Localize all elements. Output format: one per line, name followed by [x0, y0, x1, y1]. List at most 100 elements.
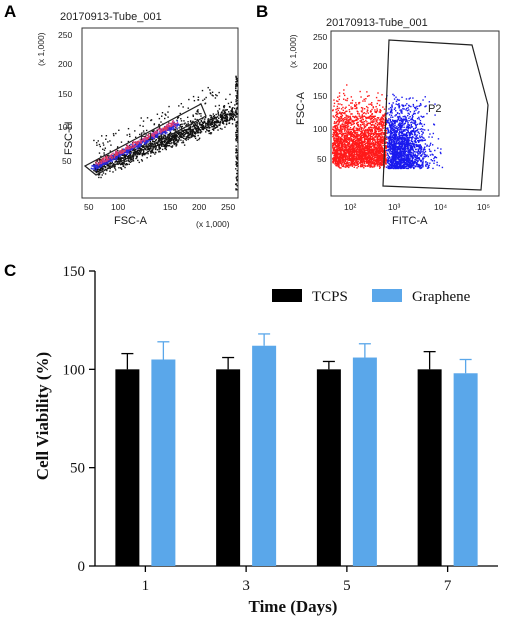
event-dot — [166, 126, 168, 128]
event-dot — [352, 136, 355, 139]
event-dot — [204, 121, 206, 124]
event-dot — [168, 133, 171, 135]
event-dot — [111, 154, 113, 157]
event-dot — [158, 145, 160, 148]
event-dot — [203, 126, 205, 128]
panel-a-xtick: 50 — [84, 202, 94, 212]
event-dot — [348, 131, 351, 134]
event-dot — [184, 133, 186, 136]
event-dot — [373, 149, 375, 152]
event-dot — [385, 141, 388, 143]
event-dot — [347, 141, 349, 144]
event-dot — [376, 139, 379, 141]
event-dot — [367, 116, 369, 119]
event-dot — [338, 143, 340, 145]
event-dot — [369, 144, 372, 146]
event-dot — [367, 122, 370, 125]
event-dot — [355, 145, 358, 148]
event-dot — [353, 150, 356, 152]
event-dot — [332, 148, 335, 151]
event-dot — [377, 147, 380, 149]
event-dot — [129, 161, 132, 163]
event-dot — [164, 147, 166, 150]
event-dot — [343, 142, 346, 144]
event-dot — [379, 149, 381, 151]
event-dot — [360, 140, 363, 142]
event-dot — [197, 126, 200, 129]
event-dot — [345, 144, 347, 146]
event-dot — [189, 125, 191, 127]
panel-a-letter: A — [4, 2, 16, 21]
event-dot — [351, 152, 354, 155]
event-dot — [210, 115, 213, 117]
event-dot — [354, 132, 356, 134]
event-dot — [153, 140, 156, 143]
event-dot — [208, 132, 210, 135]
event-dot — [352, 121, 355, 123]
event-dot — [352, 151, 354, 154]
event-dot — [376, 165, 379, 167]
event-dot — [210, 133, 212, 135]
event-dot — [182, 137, 185, 140]
event-dot — [358, 127, 360, 130]
event-dot — [381, 156, 383, 159]
event-dot — [346, 125, 348, 127]
event-dot — [223, 106, 225, 109]
event-dot — [236, 129, 239, 132]
event-dot — [100, 162, 102, 165]
event-dot — [355, 161, 357, 163]
event-dot — [225, 119, 227, 121]
event-dot — [341, 162, 344, 164]
event-dot — [348, 121, 350, 123]
event-dot — [102, 148, 104, 150]
event-dot — [338, 144, 340, 147]
event-dot — [219, 113, 222, 116]
event-dot — [196, 132, 198, 134]
event-dot — [340, 130, 342, 132]
event-dot — [377, 117, 380, 119]
event-dot — [224, 126, 226, 128]
event-dot — [197, 130, 199, 132]
event-dot — [209, 114, 211, 117]
event-dot — [359, 161, 362, 163]
panel-b-events — [332, 84, 470, 171]
event-dot — [225, 98, 227, 100]
event-dot — [177, 117, 179, 119]
event-dot — [142, 152, 144, 155]
event-dot — [345, 127, 347, 129]
event-dot — [213, 123, 215, 125]
event-dot — [351, 158, 353, 161]
event-dot — [98, 158, 101, 161]
event-dot — [383, 114, 386, 116]
event-dot — [119, 156, 122, 158]
event-dot — [93, 169, 95, 172]
event-dot — [341, 159, 344, 161]
panel-a-ytick: 150 — [58, 89, 72, 99]
event-dot — [341, 160, 344, 162]
event-dot — [211, 121, 214, 123]
event-dot — [125, 164, 127, 166]
event-dot — [182, 106, 184, 108]
event-dot — [235, 89, 237, 92]
event-dot — [366, 149, 368, 152]
event-dot — [215, 120, 217, 123]
event-dot — [170, 122, 172, 125]
event-dot — [236, 151, 239, 154]
event-dot — [154, 151, 157, 154]
event-dot — [379, 153, 381, 155]
event-dot — [351, 132, 353, 134]
event-dot — [373, 155, 375, 157]
event-dot — [204, 118, 206, 120]
event-dot — [366, 130, 368, 132]
event-dot — [172, 124, 174, 126]
event-dot — [371, 165, 373, 167]
event-dot — [194, 122, 196, 124]
event-dot — [224, 120, 227, 122]
event-dot — [339, 129, 341, 131]
event-dot — [381, 121, 383, 123]
event-dot — [355, 122, 358, 125]
event-dot — [119, 152, 121, 154]
event-dot — [142, 151, 145, 153]
event-dot — [101, 135, 103, 137]
event-dot — [370, 129, 373, 132]
